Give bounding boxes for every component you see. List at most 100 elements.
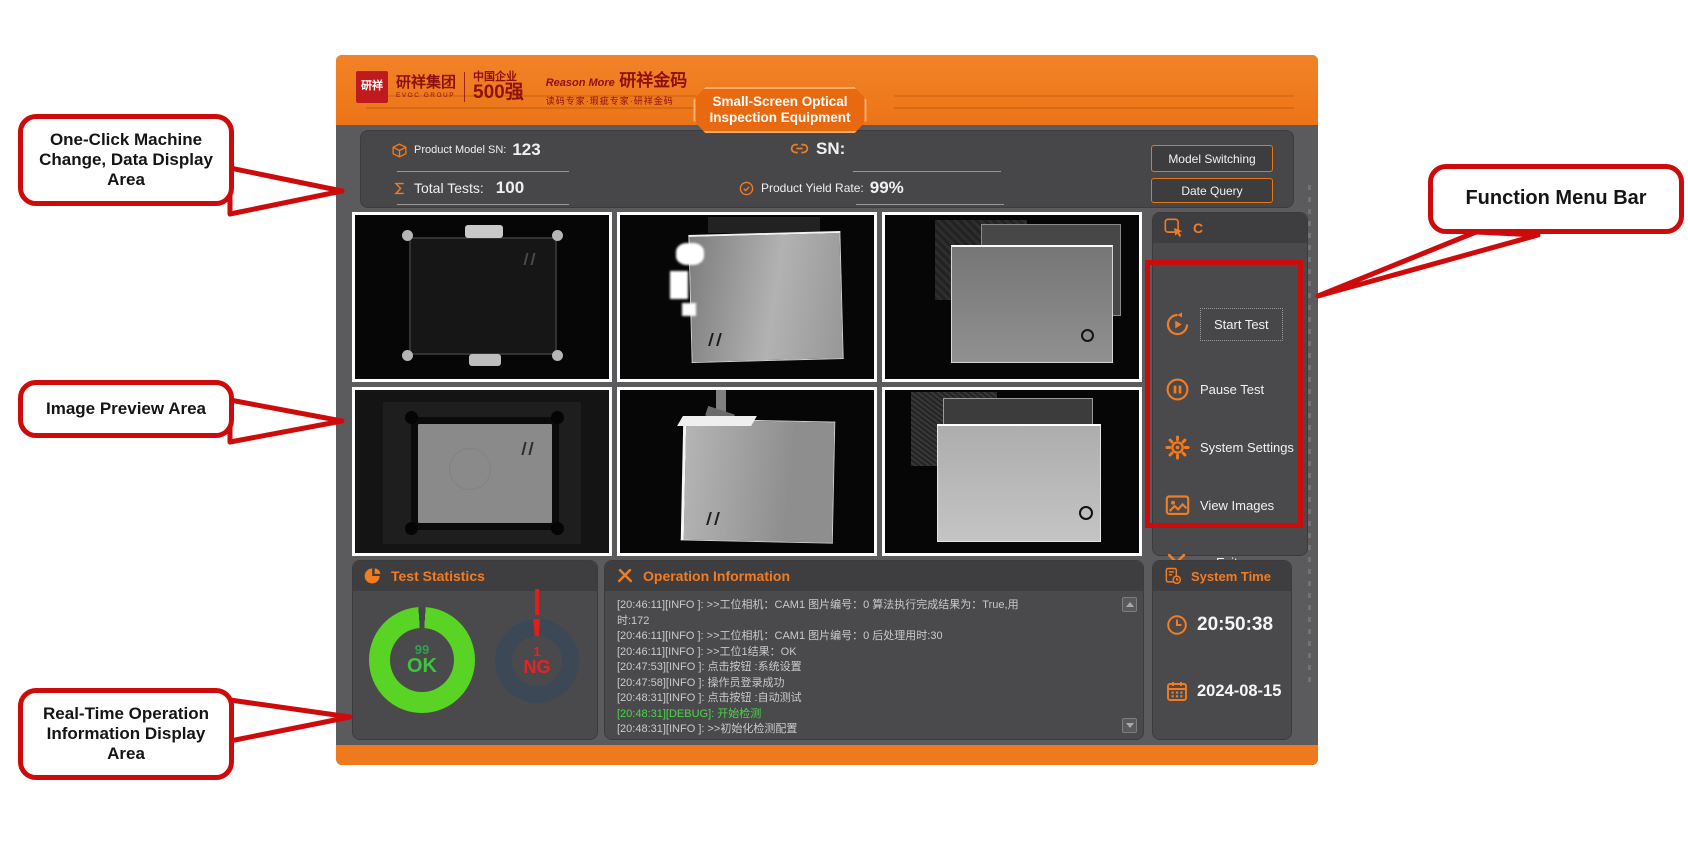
product-box-icon xyxy=(392,142,407,158)
arrow-down-icon xyxy=(1125,723,1134,728)
app-title-line1: Small-Screen Optical xyxy=(712,94,848,109)
operation-information-header: Operation Information xyxy=(605,561,1143,591)
function-menu-panel: C Start Test Pause Test System Settings … xyxy=(1152,212,1308,572)
brand-logo-icon: 研祥 xyxy=(356,70,388,103)
clock-icon xyxy=(1167,615,1187,635)
log-line-debug: [20:48:31][DEBUG]: 开始检测 xyxy=(617,707,762,720)
preview-image-1 xyxy=(352,212,612,382)
current-time-row: 20:50:38 xyxy=(1165,613,1273,637)
ng-label: NG xyxy=(523,657,551,678)
menu-item-label: Start Test xyxy=(1200,308,1283,341)
menu-item-label: View Images xyxy=(1200,498,1275,513)
log-line: [20:46:11][INFO ]: >>工位相机：CAM1 图片编号：0 后处… xyxy=(617,630,943,642)
app-title-badge: Small-Screen Optical Inspection Equipmen… xyxy=(693,87,867,134)
preview-image-6 xyxy=(882,386,1142,556)
preview-image-3 xyxy=(882,212,1142,382)
total-tests-label: Total Tests: xyxy=(414,180,484,196)
menu-item-system-settings[interactable]: System Settings xyxy=(1153,434,1307,461)
system-time-panel: System Time 20:50:38 2024-08-15 xyxy=(1152,560,1292,740)
glare-highlight xyxy=(677,415,757,426)
menu-item-pause-test[interactable]: Pause Test xyxy=(1153,376,1307,403)
menu-item-label: System Settings xyxy=(1200,440,1294,455)
date-query-button[interactable]: Date Query xyxy=(1151,178,1273,203)
app-window: 研祥 研祥集团 EVOC GROUP 中国企业 500强 Reason More… xyxy=(336,55,1318,765)
ok-donut-chart: 99 OK xyxy=(369,607,475,713)
brand-name: 研祥集团 xyxy=(396,73,457,91)
sn-field: SN: xyxy=(789,138,851,159)
log-line: [20:46:11][INFO ]: >>工位相机：CAM1 图片编号：0 算法… xyxy=(617,599,1019,611)
view-images-icon xyxy=(1165,495,1190,516)
link-icon xyxy=(790,143,809,154)
menu-item-view-images[interactable]: View Images xyxy=(1153,492,1307,519)
glare-highlight xyxy=(676,243,704,265)
current-time: 20:50:38 xyxy=(1197,614,1274,635)
brand-name-en: EVOC GROUP xyxy=(396,91,456,99)
product-model-value: 123 xyxy=(512,140,541,159)
function-menu-header-label: C xyxy=(1193,220,1204,236)
data-display-panel: Product Model SN: 123 Total Tests: 100 S… xyxy=(360,130,1294,208)
log-line: [20:47:53][INFO ]: 点击按钮 :系统设置 xyxy=(617,661,802,673)
log-line: [20:48:31][INFO ]: 点击按钮 :自动测试 xyxy=(617,692,802,704)
current-date: 2024-08-15 xyxy=(1197,681,1282,700)
preview-image-5 xyxy=(617,386,877,556)
yield-check-icon xyxy=(739,181,754,195)
callout-function-menu: Function Menu Bar xyxy=(1428,164,1684,234)
preview-image-4 xyxy=(352,386,612,556)
log-line: [20:46:11][INFO ]: >>工位1结果：OK xyxy=(617,645,797,658)
callout-image-preview: Image Preview Area xyxy=(18,380,234,438)
test-statistics-header: Test Statistics xyxy=(353,561,597,591)
total-tests-value: 100 xyxy=(495,178,525,197)
product-model-field: Product Model SN: 123 xyxy=(391,140,541,160)
logo-script-name: 研祥金码 xyxy=(619,71,688,90)
ok-label: OK xyxy=(407,655,437,678)
system-time-title: System Time xyxy=(1191,568,1271,584)
ng-count: 1 xyxy=(533,643,541,659)
log-scroll-up-button[interactable] xyxy=(1122,597,1137,612)
current-date-row: 2024-08-15 xyxy=(1165,679,1281,703)
callout-data-area: One-Click Machine Change, Data Display A… xyxy=(18,114,234,206)
rank-value: 500强 xyxy=(473,81,524,103)
product-panel xyxy=(937,423,1101,542)
system-settings-icon xyxy=(1165,435,1190,460)
menu-item-start-test[interactable]: Start Test xyxy=(1153,308,1307,341)
model-switching-button[interactable]: Model Switching xyxy=(1151,145,1273,172)
log-line: 时:172 xyxy=(617,614,650,627)
app-header: 研祥 研祥集团 EVOC GROUP 中国企业 500强 Reason More… xyxy=(336,55,1318,134)
operation-information-panel: Operation Information [20:46:11][INFO ]:… xyxy=(604,560,1144,740)
product-panel xyxy=(951,245,1113,363)
start-test-icon xyxy=(1166,312,1189,336)
document-clock-icon xyxy=(1165,567,1182,585)
sigma-icon xyxy=(394,182,404,194)
log-scroll-down-button[interactable] xyxy=(1122,718,1137,733)
test-statistics-panel: Test Statistics 99 OK 1 NG xyxy=(352,560,598,740)
logo-divider xyxy=(464,71,466,102)
logo-script-prefix: Reason More xyxy=(545,77,615,89)
arrow-up-icon xyxy=(1125,602,1134,607)
yield-label: Product Yield Rate: xyxy=(761,181,864,195)
calendar-icon xyxy=(1167,682,1187,701)
sn-underline xyxy=(853,171,1001,172)
yield-value: 99% xyxy=(869,178,904,197)
click-icon xyxy=(1164,218,1183,237)
callout-realtime-info: Real-Time Operation Information Display … xyxy=(18,688,234,780)
yield-underline xyxy=(856,204,1004,205)
defect-mark-circle xyxy=(1079,505,1093,520)
crossed-tools-icon xyxy=(617,568,633,583)
pause-test-icon xyxy=(1166,378,1189,401)
ng-donut-chart: 1 NG xyxy=(495,619,579,703)
defect-mark-circle xyxy=(1081,329,1094,342)
header-circuit-decor-left xyxy=(366,95,696,109)
ok-count: 99 xyxy=(414,641,430,657)
header-circuit-decor-right xyxy=(894,95,1294,109)
menu-item-label: Pause Test xyxy=(1200,382,1265,397)
product-model-underline xyxy=(397,171,569,172)
log-line: [20:48:31][INFO ]: >>初始化检测配置 xyxy=(617,723,798,735)
sn-label: SN: xyxy=(816,138,846,158)
log-scroll-area[interactable]: [20:46:11][INFO ]: >>工位相机：CAM1 图片编号：0 算法… xyxy=(605,591,1143,739)
system-time-header: System Time xyxy=(1153,561,1291,591)
pie-chart-icon xyxy=(364,568,381,584)
preview-image-2 xyxy=(617,212,877,382)
total-tests-field: Total Tests: 100 xyxy=(391,178,524,198)
log-line: [20:47:58][INFO ]: 操作员登录成功 xyxy=(617,676,785,689)
